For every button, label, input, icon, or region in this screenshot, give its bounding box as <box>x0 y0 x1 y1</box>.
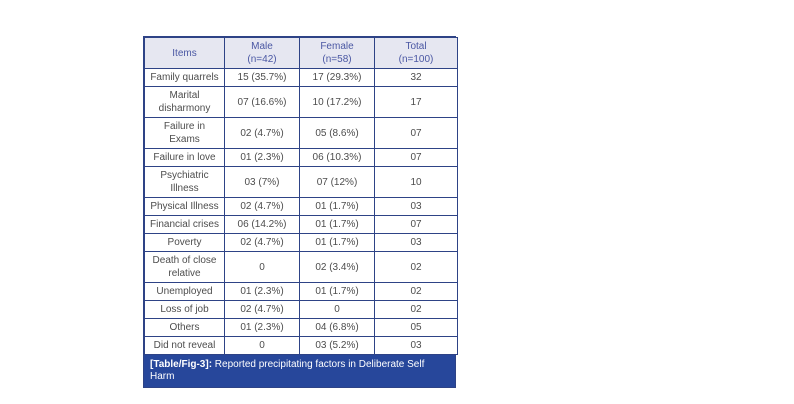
row-male: 02 (4.7%) <box>224 300 300 319</box>
table-body: Family quarrels 15 (35.7%) 17 (29.3%) 32… <box>144 68 458 355</box>
row-item: Family quarrels <box>144 68 225 87</box>
row-female: 01 (1.7%) <box>299 282 375 301</box>
table-header: Items Male (n=42) Female (n=58) Total (n… <box>144 37 458 69</box>
table-row: Psychiatric Illness 03 (7%) 07 (12%) 10 <box>144 166 458 198</box>
row-item: Did not reveal <box>144 336 225 355</box>
row-total: 03 <box>374 197 458 216</box>
column-header-total: Total (n=100) <box>374 37 458 69</box>
table-row: Family quarrels 15 (35.7%) 17 (29.3%) 32 <box>144 68 458 87</box>
caption-tag: [Table/Fig-3]: <box>150 359 213 370</box>
row-female: 01 (1.7%) <box>299 197 375 216</box>
row-total: 03 <box>374 336 458 355</box>
row-total: 02 <box>374 251 458 283</box>
column-label: Items <box>172 47 197 59</box>
row-item: Marital disharmony <box>144 86 225 118</box>
row-female: 06 (10.3%) <box>299 148 375 167</box>
row-male: 01 (2.3%) <box>224 318 300 337</box>
row-total: 03 <box>374 233 458 252</box>
row-total: 10 <box>374 166 458 198</box>
row-female: 01 (1.7%) <box>299 215 375 234</box>
row-female: 04 (6.8%) <box>299 318 375 337</box>
table-row: Failure in Exams 02 (4.7%) 05 (8.6%) 07 <box>144 117 458 149</box>
row-item: Loss of job <box>144 300 225 319</box>
row-male: 03 (7%) <box>224 166 300 198</box>
row-female: 0 <box>299 300 375 319</box>
row-total: 17 <box>374 86 458 118</box>
row-female: 10 (17.2%) <box>299 86 375 118</box>
table-row: Others 01 (2.3%) 04 (6.8%) 05 <box>144 318 458 337</box>
row-total: 07 <box>374 117 458 149</box>
row-male: 0 <box>224 251 300 283</box>
column-label: Female <box>320 41 354 52</box>
row-female: 17 (29.3%) <box>299 68 375 87</box>
precipitating-factors-table: Items Male (n=42) Female (n=58) Total (n… <box>144 37 458 355</box>
row-male: 06 (14.2%) <box>224 215 300 234</box>
row-total: 02 <box>374 300 458 319</box>
table-row: Failure in love 01 (2.3%) 06 (10.3%) 07 <box>144 148 458 167</box>
row-item: Physical Illness <box>144 197 225 216</box>
column-header-items: Items <box>144 37 225 69</box>
table-row: Did not reveal 0 03 (5.2%) 03 <box>144 336 458 355</box>
row-male: 15 (35.7%) <box>224 68 300 87</box>
caption-text: Reported precipitating factors in Delibe… <box>150 359 425 382</box>
row-total: 07 <box>374 148 458 167</box>
table-row: Loss of job 02 (4.7%) 0 02 <box>144 300 458 319</box>
row-total: 32 <box>374 68 458 87</box>
row-female: 02 (3.4%) <box>299 251 375 283</box>
row-total: 02 <box>374 282 458 301</box>
column-header-female: Female (n=58) <box>299 37 375 69</box>
row-item: Psychiatric Illness <box>144 166 225 198</box>
row-item: Poverty <box>144 233 225 252</box>
column-label: Male <box>251 41 273 52</box>
row-item: Failure in love <box>144 148 225 167</box>
table-row: Unemployed 01 (2.3%) 01 (1.7%) 02 <box>144 282 458 301</box>
row-male: 0 <box>224 336 300 355</box>
row-item: Failure in Exams <box>144 117 225 149</box>
row-male: 01 (2.3%) <box>224 148 300 167</box>
row-total: 07 <box>374 215 458 234</box>
row-female: 03 (5.2%) <box>299 336 375 355</box>
row-item: Others <box>144 318 225 337</box>
column-sublabel: (n=58) <box>322 54 352 65</box>
table-row: Marital disharmony 07 (16.6%) 10 (17.2%)… <box>144 86 458 118</box>
table-caption: [Table/Fig-3]: Reported precipitating fa… <box>144 355 455 387</box>
column-sublabel: (n=100) <box>398 54 434 65</box>
row-total: 05 <box>374 318 458 337</box>
column-header-male: Male (n=42) <box>224 37 300 69</box>
row-female: 07 (12%) <box>299 166 375 198</box>
table-figure: Items Male (n=42) Female (n=58) Total (n… <box>143 36 458 388</box>
column-sublabel: (n=42) <box>247 54 277 65</box>
table-row: Death of close relative 0 02 (3.4%) 02 <box>144 251 458 283</box>
row-female: 01 (1.7%) <box>299 233 375 252</box>
row-female: 05 (8.6%) <box>299 117 375 149</box>
row-male: 01 (2.3%) <box>224 282 300 301</box>
table-row: Poverty 02 (4.7%) 01 (1.7%) 03 <box>144 233 458 252</box>
row-male: 02 (4.7%) <box>224 197 300 216</box>
row-male: 07 (16.6%) <box>224 86 300 118</box>
header-row: Items Male (n=42) Female (n=58) Total (n… <box>144 37 458 69</box>
row-male: 02 (4.7%) <box>224 117 300 149</box>
row-item: Death of close relative <box>144 251 225 283</box>
table-row: Financial crises 06 (14.2%) 01 (1.7%) 07 <box>144 215 458 234</box>
row-item: Financial crises <box>144 215 225 234</box>
row-male: 02 (4.7%) <box>224 233 300 252</box>
column-label: Total <box>405 41 427 52</box>
row-item: Unemployed <box>144 282 225 301</box>
table-row: Physical Illness 02 (4.7%) 01 (1.7%) 03 <box>144 197 458 216</box>
